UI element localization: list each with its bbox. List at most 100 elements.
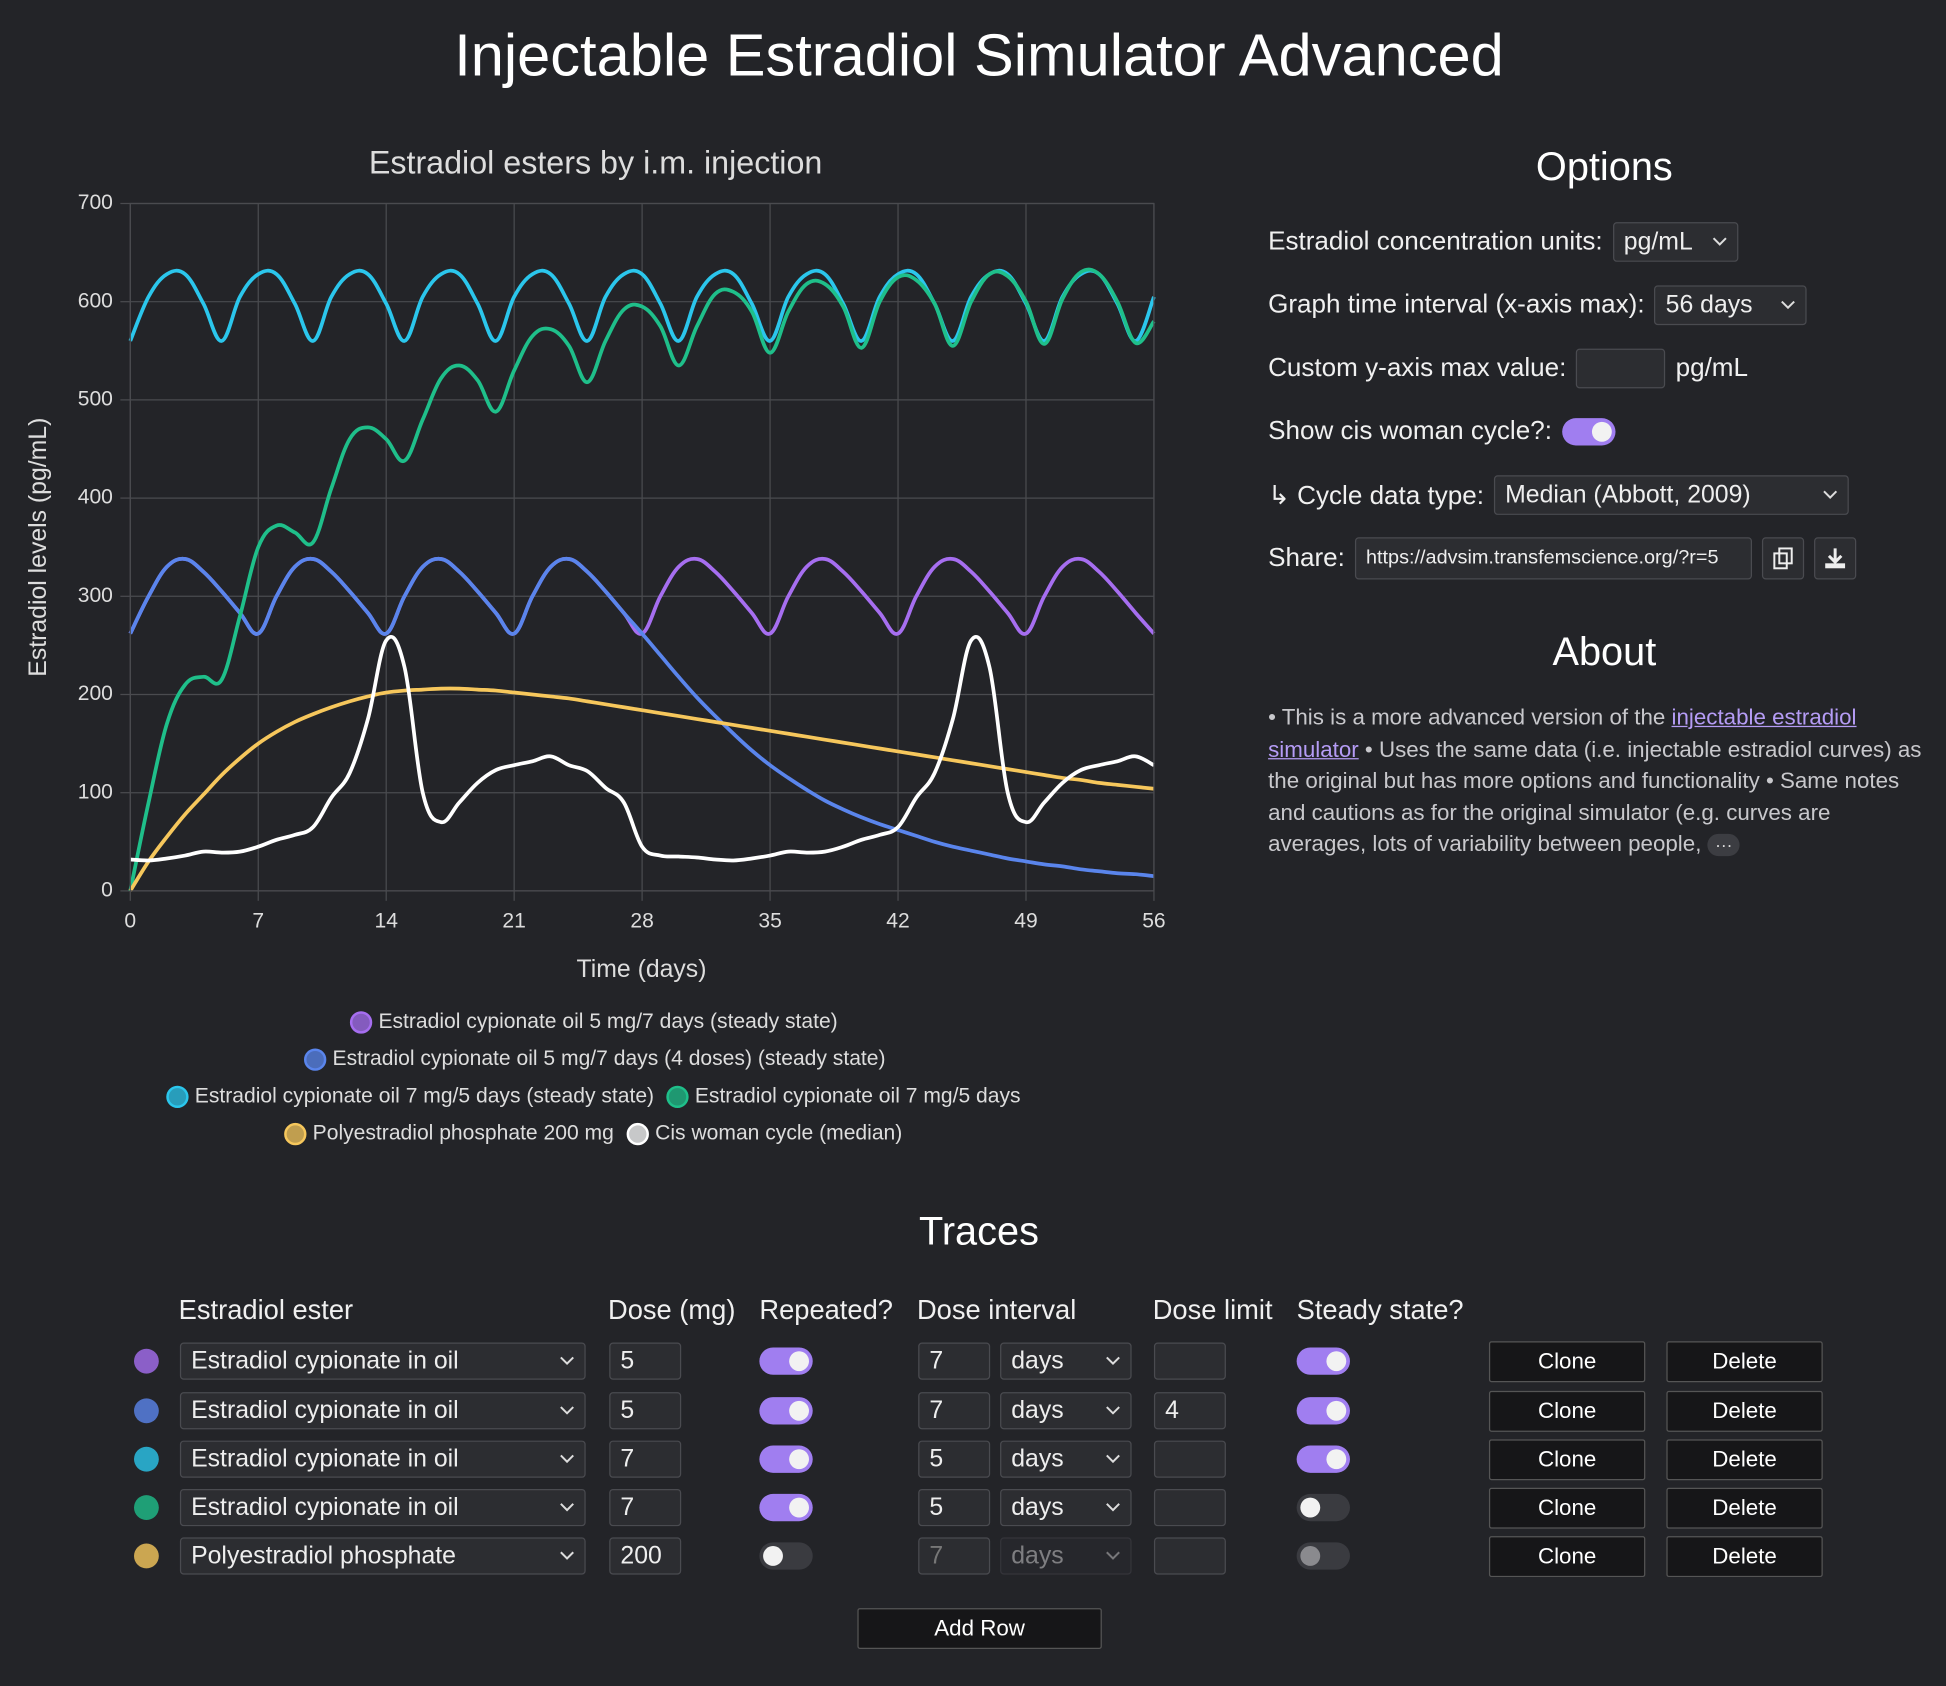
delete-button[interactable]: Delete — [1666, 1438, 1823, 1480]
delete-button[interactable]: Delete — [1666, 1390, 1823, 1432]
text-input[interactable]: 5 — [918, 1488, 991, 1527]
toggle-knob — [1326, 1351, 1347, 1372]
text-input[interactable]: https://advsim.transfemscience.org/?r=5 — [1354, 537, 1752, 580]
legend-marker — [349, 1011, 373, 1034]
select-value: 56 days — [1665, 290, 1753, 319]
cycle-type-row: ↳ Cycle data type: Median (Abbott, 2009) — [1268, 473, 1849, 518]
select[interactable]: days — [1000, 1488, 1132, 1527]
select: days — [1000, 1537, 1132, 1575]
delete-button[interactable]: Delete — [1666, 1535, 1823, 1577]
input-value: 5 — [929, 1444, 944, 1473]
text-input[interactable] — [1576, 348, 1666, 389]
toggle[interactable] — [759, 1542, 813, 1570]
clone-button[interactable]: Clone — [1488, 1487, 1646, 1529]
text-input[interactable] — [1153, 1440, 1226, 1478]
text-input[interactable] — [1153, 1537, 1226, 1575]
copy-button[interactable] — [1761, 537, 1804, 580]
legend-marker — [303, 1048, 327, 1071]
select[interactable]: Estradiol cypionate in oil — [179, 1392, 586, 1430]
select-value: Estradiol cypionate in oil — [191, 1346, 459, 1375]
column-header: Dose (mg) — [607, 1294, 736, 1326]
label: ↳ Cycle data type: — [1268, 480, 1485, 510]
options-title: Options — [1535, 143, 1673, 189]
select[interactable]: Polyestradiol phosphate — [179, 1537, 586, 1575]
input-value: 4 — [1165, 1396, 1179, 1424]
clone-button[interactable]: Clone — [1488, 1535, 1646, 1577]
toggle[interactable] — [1296, 1445, 1350, 1473]
input-value: 5 — [929, 1493, 944, 1521]
column-header: Repeated? — [759, 1294, 893, 1326]
input-value: https://advsim.transfemscience.org/?r=5 — [1365, 547, 1719, 569]
text-input[interactable]: 7 — [918, 1342, 991, 1380]
text-input[interactable] — [1153, 1342, 1226, 1380]
toggle[interactable] — [1296, 1493, 1350, 1522]
ymax-row: Custom y-axis max value: pg/mL — [1268, 346, 1748, 391]
select[interactable]: Median (Abbott, 2009) — [1493, 475, 1849, 515]
add-row-button[interactable]: Add Row — [857, 1608, 1102, 1650]
chevron — [560, 1503, 574, 1512]
select-value: Estradiol cypionate in oil — [191, 1444, 459, 1473]
text-input[interactable]: 4 — [1153, 1392, 1226, 1430]
y-tick-label: 300 — [78, 584, 113, 607]
series-line — [128, 267, 1156, 892]
text-input[interactable]: 5 — [918, 1440, 991, 1478]
chevron-path — [1712, 237, 1727, 246]
toggle[interactable] — [1561, 418, 1616, 446]
text-input[interactable] — [1153, 1488, 1226, 1527]
delete-button[interactable]: Delete — [1666, 1487, 1823, 1529]
download-button-icon — [1825, 548, 1845, 569]
text-input[interactable]: 7 — [918, 1392, 991, 1430]
legend-label: Polyestradiol phosphate 200 mg — [313, 1122, 614, 1145]
toggle[interactable] — [759, 1347, 813, 1375]
text-input[interactable]: 7 — [609, 1488, 682, 1527]
text-input[interactable]: 200 — [609, 1537, 682, 1575]
y-tick-label: 500 — [78, 387, 113, 410]
toggle[interactable] — [759, 1445, 813, 1473]
icon-part — [1773, 552, 1788, 570]
chevron — [560, 1406, 574, 1415]
toggle[interactable] — [759, 1397, 813, 1425]
select[interactable]: days — [1000, 1440, 1132, 1478]
download-button[interactable] — [1813, 537, 1857, 580]
chart: Estradiol esters by i.m. injection Estrad… — [25, 145, 1166, 1146]
interval-row: Graph time interval (x-axis max): 56 days — [1268, 283, 1808, 328]
x-tick-label: 21 — [502, 909, 525, 932]
y-axis-label: Estradiol levels (pg/mL) — [25, 418, 52, 677]
toggle-knob — [789, 1351, 810, 1372]
text-input[interactable]: 7 — [609, 1440, 682, 1478]
x-tick-label: 42 — [886, 909, 909, 932]
toggle-knob — [1326, 1449, 1347, 1470]
link[interactable]: injectable estradiol simulator — [1268, 704, 1857, 762]
chevron-path — [560, 1551, 574, 1560]
y-tick-label: 0 — [101, 878, 113, 901]
clone-button[interactable]: Clone — [1488, 1438, 1646, 1480]
more-button[interactable]: ··· — [1707, 833, 1740, 857]
select[interactable]: pg/mL — [1612, 222, 1738, 262]
delete-button[interactable]: Delete — [1666, 1340, 1823, 1382]
select[interactable]: Estradiol cypionate in oil — [179, 1342, 586, 1380]
select[interactable]: Estradiol cypionate in oil — [179, 1440, 586, 1478]
chevron-path — [1106, 1503, 1120, 1512]
icon-part — [1825, 563, 1845, 569]
select[interactable]: days — [1000, 1392, 1132, 1430]
page-title: Injectable Estradiol Simulator Advanced — [454, 23, 1504, 90]
text-input[interactable]: 5 — [609, 1342, 682, 1380]
text-input[interactable]: 5 — [609, 1392, 682, 1430]
select-value: days — [1011, 1541, 1064, 1569]
clone-button[interactable]: Clone — [1488, 1390, 1646, 1432]
select-value: Estradiol cypionate in oil — [191, 1493, 459, 1521]
select-value: days — [1011, 1493, 1064, 1521]
y-tick-label: 700 — [78, 191, 113, 214]
toggle[interactable] — [1296, 1347, 1350, 1375]
select[interactable]: days — [1000, 1342, 1132, 1380]
clone-button[interactable]: Clone — [1488, 1340, 1646, 1382]
share-row: Share: https://advsim.transfemscience.org… — [1268, 536, 1857, 581]
plot-border — [129, 202, 1155, 892]
toggle[interactable] — [759, 1493, 813, 1522]
select[interactable]: 56 days — [1654, 285, 1808, 326]
legend-label: Cis woman cycle (median) — [655, 1122, 902, 1145]
select[interactable]: Estradiol cypionate in oil — [179, 1488, 586, 1527]
series-line — [128, 686, 1155, 892]
toggle[interactable] — [1296, 1397, 1350, 1425]
